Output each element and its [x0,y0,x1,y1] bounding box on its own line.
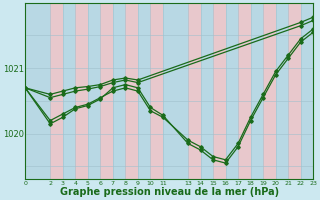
X-axis label: Graphe pression niveau de la mer (hPa): Graphe pression niveau de la mer (hPa) [60,187,279,197]
Bar [150,3,163,179]
Bar [125,3,138,179]
Bar [100,3,113,179]
Bar [238,3,251,179]
Bar [226,3,238,179]
Bar [251,3,263,179]
Bar [188,3,201,179]
Bar [213,3,226,179]
Bar [138,3,150,179]
Bar [301,3,313,179]
Bar [75,3,88,179]
Bar [201,3,213,179]
Bar [63,3,75,179]
Bar [263,3,276,179]
Bar [25,3,50,179]
Bar [88,3,100,179]
Bar [50,3,63,179]
Bar [163,3,188,179]
Bar [113,3,125,179]
Bar [288,3,301,179]
Bar [276,3,288,179]
